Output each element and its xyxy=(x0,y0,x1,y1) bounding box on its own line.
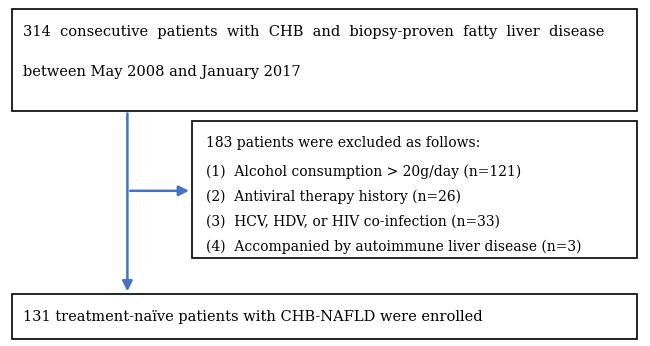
Text: (3)  HCV, HDV, or HIV co-infection (n=33): (3) HCV, HDV, or HIV co-infection (n=33) xyxy=(206,215,500,229)
Text: (4)  Accompanied by autoimmune liver disease (n=3): (4) Accompanied by autoimmune liver dise… xyxy=(206,240,582,254)
Text: 314  consecutive  patients  with  CHB  and  biopsy-proven  fatty  liver  disease: 314 consecutive patients with CHB and bi… xyxy=(23,25,604,39)
Text: (1)  Alcohol consumption > 20g/day (n=121): (1) Alcohol consumption > 20g/day (n=121… xyxy=(206,165,521,180)
FancyBboxPatch shape xyxy=(12,9,637,111)
Text: 183 patients were excluded as follows:: 183 patients were excluded as follows: xyxy=(206,136,480,149)
Text: (2)  Antiviral therapy history (n=26): (2) Antiviral therapy history (n=26) xyxy=(206,190,461,204)
FancyBboxPatch shape xyxy=(12,294,637,339)
Text: between May 2008 and January 2017: between May 2008 and January 2017 xyxy=(23,65,301,79)
FancyBboxPatch shape xyxy=(192,121,637,258)
Text: 131 treatment-naïve patients with CHB-NAFLD were enrolled: 131 treatment-naïve patients with CHB-NA… xyxy=(23,310,483,324)
